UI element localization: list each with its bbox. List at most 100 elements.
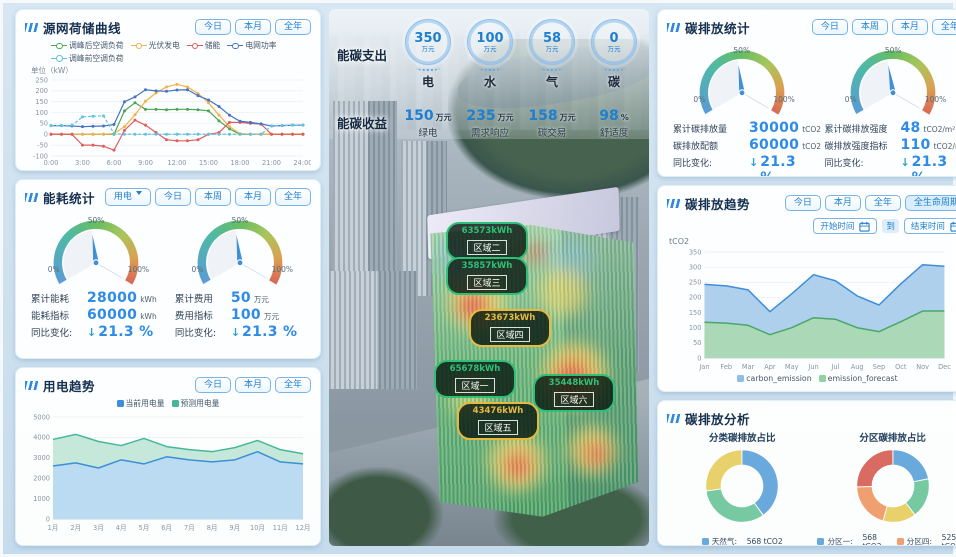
kpi-unit: 万元 xyxy=(607,44,621,53)
kpi-name: 绿电 xyxy=(418,128,438,139)
start-date-input[interactable]: 开始时间 xyxy=(813,218,878,234)
usage-today-button[interactable]: 今日 xyxy=(194,376,231,394)
ctrend-year-button[interactable]: 全年 xyxy=(864,194,901,212)
legend-item-pv[interactable]: 光伏发电 xyxy=(130,40,180,52)
cstats-month-button[interactable]: 本月 xyxy=(891,18,928,36)
kpi-gas: 58 万元 气 xyxy=(521,19,583,90)
energy-type-dropdown[interactable]: 用电 xyxy=(104,188,151,206)
legend-item-forecast-usage[interactable]: 预测用电量 xyxy=(171,398,219,410)
kpi-value: 58 xyxy=(542,30,562,46)
svg-text:3月: 3月 xyxy=(93,524,104,532)
zone-marker-5[interactable]: 43476kWh 区域五 xyxy=(457,402,539,440)
legend-item-zone-4[interactable]: 分区四: 525 tCO2 xyxy=(896,533,956,545)
legend-item-emission-forecast[interactable]: emission_forecast xyxy=(818,373,898,385)
gauge-stats: 累计费用 50 万元 费用指标 100 万元 同比变化: ↓ 21.3 % xyxy=(171,287,309,340)
kpi-carbon-trade: 158 万元 碳交易 xyxy=(521,105,583,139)
svg-text:300: 300 xyxy=(689,263,702,271)
kpi-demand-response: 235 万元 需求响应 xyxy=(459,105,521,139)
gauge-stats: 累计碳排放量 30000 tCO2 碳排放配额 60000 tCO2 同比变化: ↓ 21.… xyxy=(669,117,821,176)
legend-label: 当前用电量 xyxy=(125,399,165,408)
svg-text:Jun: Jun xyxy=(807,363,818,371)
panel-title-icon xyxy=(667,198,680,208)
stat-unit: tCO2 xyxy=(802,125,822,134)
legend-square-icon xyxy=(817,538,825,545)
legend-item-storage[interactable]: 储能 xyxy=(186,40,221,52)
stat-unit: tCO2 xyxy=(802,142,822,151)
stat-label: 累计费用 xyxy=(174,294,213,305)
stat-label: 累计能耗 xyxy=(31,294,70,305)
curve-today-button[interactable]: 今日 xyxy=(194,18,231,36)
kpi-name: 气 xyxy=(545,75,558,89)
stat-label: 费用指标 xyxy=(174,311,213,322)
svg-text:18:00: 18:00 xyxy=(230,159,249,167)
yoy-label: 同比变化: xyxy=(824,159,864,169)
svg-text:9月: 9月 xyxy=(229,524,240,532)
kpi-water: 100 万元 水 xyxy=(459,19,521,90)
stat-unit: 万元 xyxy=(253,295,269,304)
ctrend-month-button[interactable]: 本月 xyxy=(824,194,861,212)
legend-item-zone-1[interactable]: 分区一: 568 tCO2 xyxy=(817,532,888,546)
date-range-row: 开始时间 到 结束时间 xyxy=(667,217,956,235)
stat-label: 累计碳排放强度 xyxy=(824,125,888,135)
kpi-unit: 万元 xyxy=(497,113,514,122)
zone-name: 区域一 xyxy=(455,378,495,393)
energy-month-button[interactable]: 本月 xyxy=(234,188,271,206)
donut-title: 分类碳排放占比 xyxy=(708,433,776,444)
curve-legend: 调峰后空调负荷 光伏发电 储能 电网功率 调峰前空调负荷 xyxy=(25,37,311,65)
legend-item-gas[interactable]: 天然气: 568 tCO2 xyxy=(701,536,783,545)
svg-text:2月: 2月 xyxy=(70,524,81,532)
end-date-placeholder: 结束时间 xyxy=(910,222,945,232)
zone-marker-4[interactable]: 23673kWh 区域四 xyxy=(469,309,551,347)
time-range-buttons: 今日 本月 全年 全生命周期 xyxy=(784,194,956,212)
panel-title-icon xyxy=(25,380,38,390)
line-marker-icon xyxy=(130,42,147,50)
legend-label: 储能 xyxy=(204,41,221,50)
building-aerial-view: 能碳支出 350 万元 电 100 万元 水 58 万元 气 0 万元 碳 xyxy=(329,9,649,546)
cstats-week-button[interactable]: 本周 xyxy=(851,18,888,36)
energy-today-button[interactable]: 今日 xyxy=(154,188,191,206)
gauge-tick-100: 100% xyxy=(127,264,150,274)
svg-text:350: 350 xyxy=(689,248,702,256)
kpi-unit: 万元 xyxy=(435,113,452,122)
svg-text:200: 200 xyxy=(689,294,702,302)
zone-marker-6[interactable]: 35448kWh 区域六 xyxy=(533,374,615,412)
ctrend-lifecycle-button[interactable]: 全生命周期 xyxy=(904,194,956,212)
zone-marker-2[interactable]: 63573kWh 区域二 xyxy=(446,222,528,260)
zone-value: 65678kWh xyxy=(449,364,501,374)
kpi-name: 电 xyxy=(421,75,434,89)
end-date-input[interactable]: 结束时间 xyxy=(903,218,956,234)
yoy-label: 同比变化: xyxy=(673,159,713,169)
kpi-value: 100 xyxy=(476,30,504,46)
panel-title-icon xyxy=(667,22,680,32)
energy-year-button[interactable]: 全年 xyxy=(274,188,311,206)
legend-value: 568 tCO2 xyxy=(862,532,882,546)
legend-item-grid-power[interactable]: 电网功率 xyxy=(227,40,277,52)
legend-label: 光伏发电 xyxy=(148,41,180,50)
legend-item-carbon-emission[interactable]: carbon_emission xyxy=(737,373,812,385)
time-range-buttons: 今日 本月 全年 xyxy=(194,376,311,394)
kpi-name: 碳交易 xyxy=(537,128,567,139)
svg-text:Sep: Sep xyxy=(873,363,885,371)
carbon-gauge-chart xyxy=(699,50,785,115)
legend-label: 调峰前空调负荷 xyxy=(69,53,124,63)
cstats-year-button[interactable]: 全年 xyxy=(931,18,956,36)
zone-marker-1[interactable]: 65678kWh 区域一 xyxy=(434,360,516,398)
panel-title-icon xyxy=(25,22,38,32)
stat-label: 碳排放配额 xyxy=(673,142,719,152)
gauge-tick-100: 100% xyxy=(773,94,795,104)
ctrend-today-button[interactable]: 今日 xyxy=(784,194,821,212)
legend-item-ac-after[interactable]: 调峰后空调负荷 xyxy=(51,40,124,52)
svg-text:-100: -100 xyxy=(33,153,48,161)
usage-month-button[interactable]: 本月 xyxy=(234,376,271,394)
cstats-today-button[interactable]: 今日 xyxy=(811,18,848,36)
kpi-name: 需求响应 xyxy=(470,128,509,139)
legend-item-current-usage[interactable]: 当前用电量 xyxy=(116,398,165,410)
panel-header: 能耗统计 用电 今日 本周 本月 全年 xyxy=(25,187,311,207)
energy-week-button[interactable]: 本周 xyxy=(194,188,231,206)
legend-item-ac-before[interactable]: 调峰前空调负荷 xyxy=(51,53,124,65)
curve-month-button[interactable]: 本月 xyxy=(234,18,271,36)
zone-marker-3[interactable]: 35857kWh 区域三 xyxy=(446,257,528,295)
usage-year-button[interactable]: 全年 xyxy=(274,376,311,394)
time-range-buttons: 用电 今日 本周 本月 全年 xyxy=(104,188,311,206)
curve-year-button[interactable]: 全年 xyxy=(274,18,311,36)
